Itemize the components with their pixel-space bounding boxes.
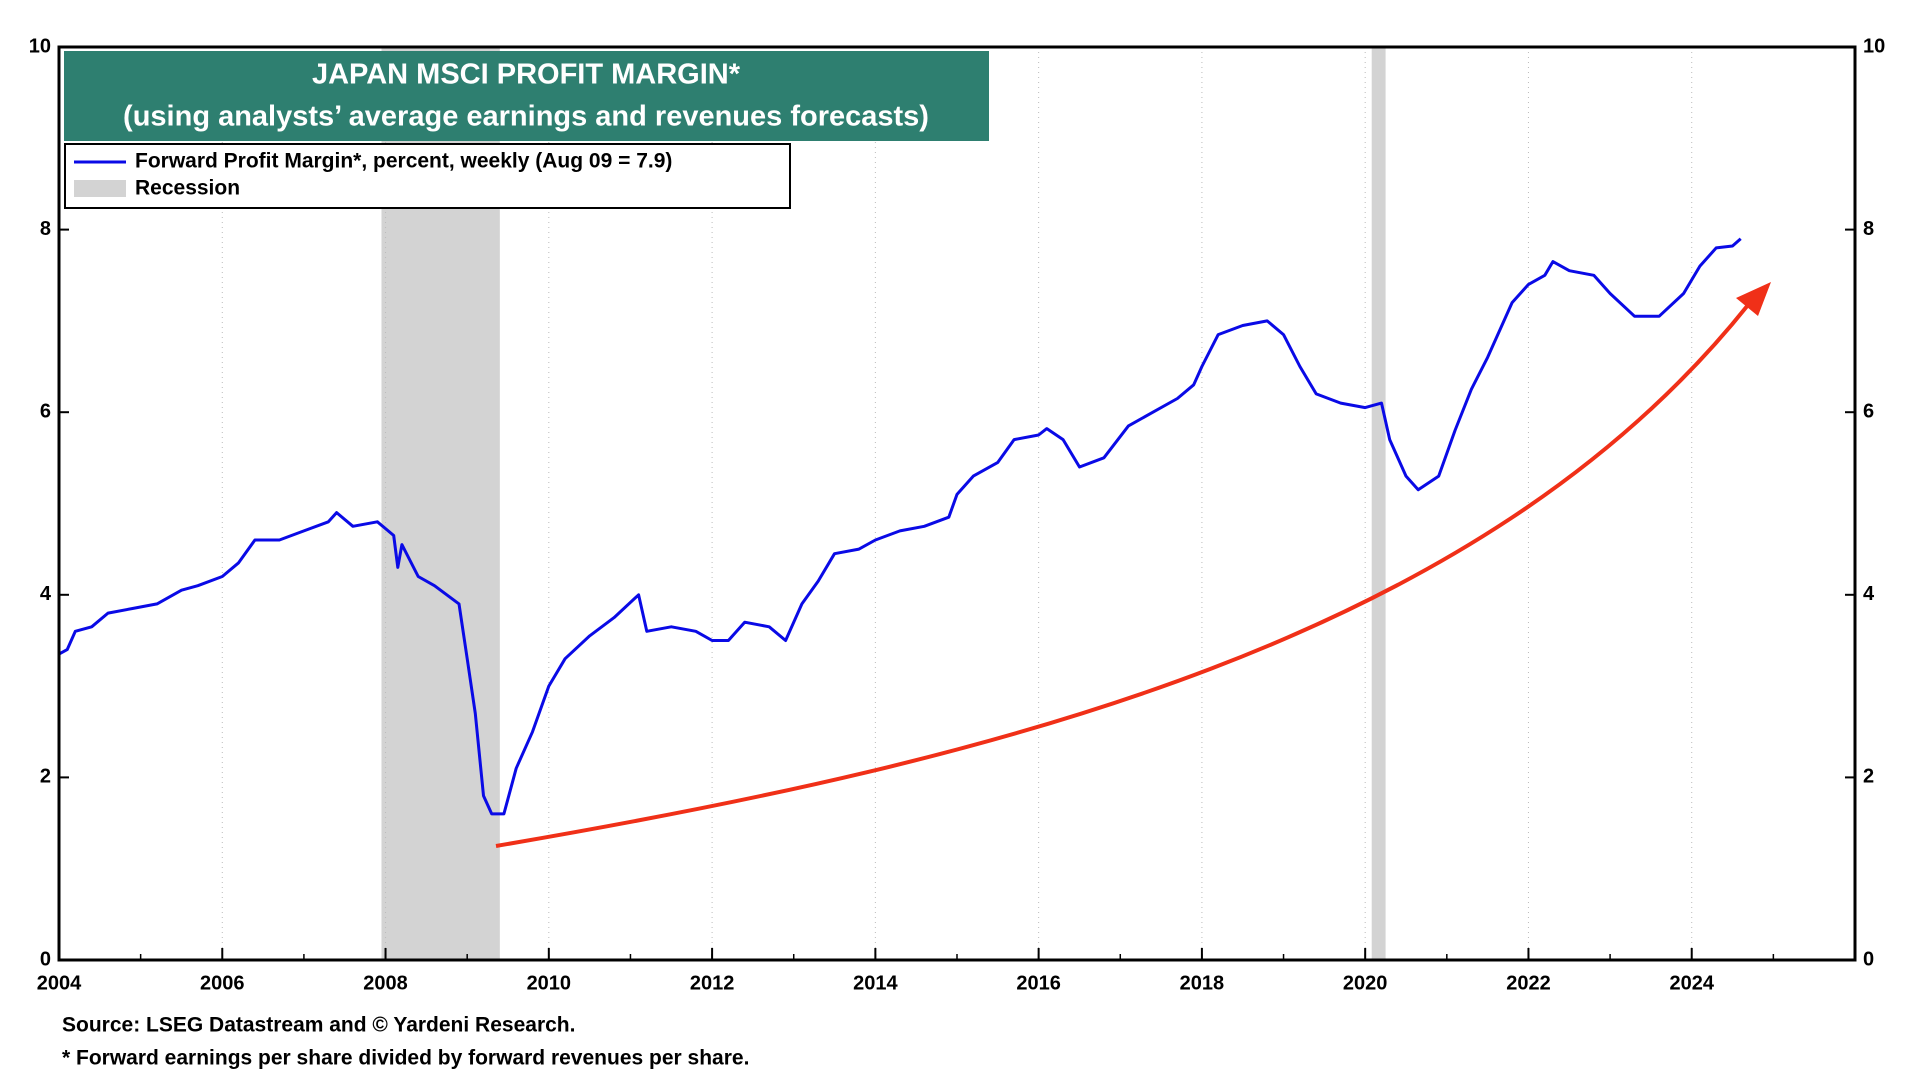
recession-band bbox=[1371, 47, 1386, 960]
title-box bbox=[64, 51, 989, 141]
y-tick-label: 10 bbox=[29, 35, 51, 57]
chart-subtitle: (using analysts’ average earnings and re… bbox=[123, 101, 929, 133]
legend-recession-swatch bbox=[74, 180, 126, 197]
x-tick-label: 2024 bbox=[1669, 972, 1714, 994]
y2-tick-label: 4 bbox=[1863, 583, 1875, 605]
x-tick-label: 2016 bbox=[1016, 972, 1061, 994]
x-tick-label: 2018 bbox=[1180, 972, 1225, 994]
y2-tick-label: 6 bbox=[1863, 400, 1874, 422]
x-tick-label: 2012 bbox=[690, 972, 735, 994]
x-tick-label: 2022 bbox=[1506, 972, 1551, 994]
trend-arrowhead bbox=[1736, 282, 1771, 316]
legend-label: Recession bbox=[135, 177, 240, 200]
x-tick-label: 2004 bbox=[37, 972, 82, 994]
data-line bbox=[58, 237, 1742, 816]
x-tick-label: 2010 bbox=[527, 972, 572, 994]
y2-tick-label: 10 bbox=[1863, 35, 1885, 57]
x-tick-label: 2020 bbox=[1343, 972, 1388, 994]
footnote: * Forward earnings per share divided by … bbox=[62, 1047, 749, 1070]
source-note: Source: LSEG Datastream and © Yardeni Re… bbox=[62, 1014, 575, 1037]
y2-tick-label: 8 bbox=[1863, 218, 1874, 240]
plot-frame bbox=[57, 45, 1857, 962]
chart-title: JAPAN MSCI PROFIT MARGIN* bbox=[312, 59, 741, 91]
x-tick-label: 2014 bbox=[853, 972, 898, 994]
y2-tick-label: 0 bbox=[1863, 948, 1874, 970]
x-tick-label: 2008 bbox=[363, 972, 408, 994]
y-tick-label: 0 bbox=[40, 948, 51, 970]
y2-tick-label: 2 bbox=[1863, 766, 1874, 788]
legend-box bbox=[64, 143, 791, 209]
y-tick-label: 6 bbox=[40, 400, 51, 422]
y-tick-label: 4 bbox=[40, 583, 52, 605]
x-tick-label: 2006 bbox=[200, 972, 245, 994]
legend-label: Forward Profit Margin*, percent, weekly … bbox=[135, 150, 672, 173]
y-tick-label: 2 bbox=[40, 766, 51, 788]
y-tick-label: 8 bbox=[40, 218, 51, 240]
trend-arrow bbox=[495, 303, 1750, 848]
